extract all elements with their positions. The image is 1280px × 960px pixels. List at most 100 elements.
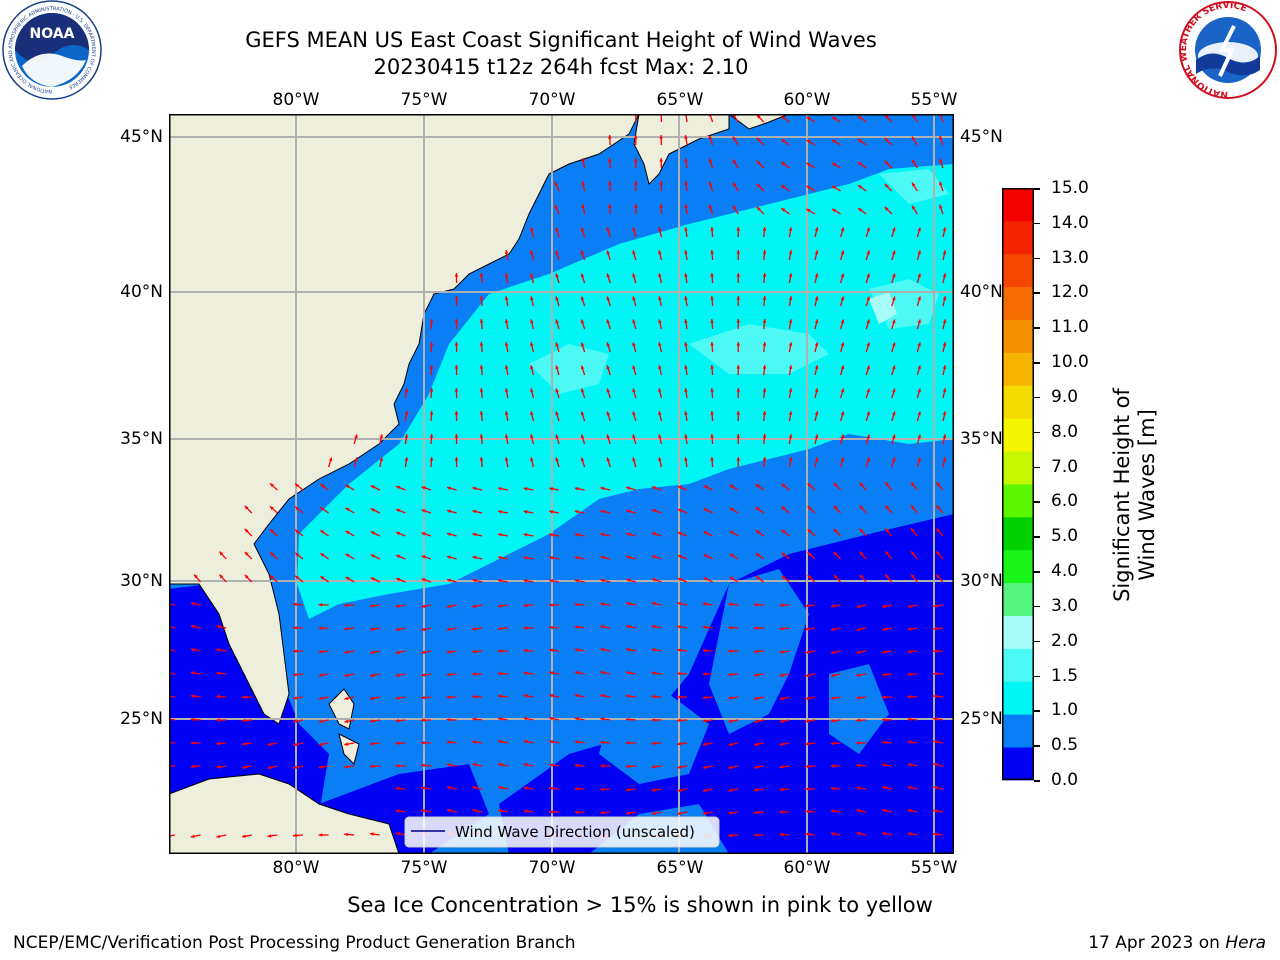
wave-direction-arrowhead xyxy=(753,626,758,630)
colorbar-tick-mark xyxy=(1034,222,1040,225)
wave-direction-arrowhead xyxy=(421,718,425,722)
wave-direction-arrowhead xyxy=(651,624,656,629)
wave-direction-arrowhead xyxy=(574,533,579,537)
wave-direction-arrowhead xyxy=(523,648,528,653)
wind-wave-arrows xyxy=(169,114,947,839)
wave-direction-arrowhead xyxy=(479,365,484,369)
wave-direction-arrowhead xyxy=(677,485,682,490)
wave-direction-arrowhead xyxy=(805,673,810,678)
map-panel: Wind Wave Direction (unscaled) xyxy=(169,114,954,854)
run-date: 17 Apr 2023 on Hera xyxy=(1088,933,1266,953)
wave-direction-arrowhead xyxy=(805,809,809,814)
wave-direction-arrowhead xyxy=(677,742,681,746)
wave-direction-arrowhead xyxy=(600,532,605,537)
colorbar-segment xyxy=(1002,549,1034,584)
wave-direction-arrowhead xyxy=(884,206,889,211)
colorbar-segment xyxy=(1002,418,1034,452)
wave-direction-arrowhead xyxy=(814,319,819,324)
wave-direction-arrowhead xyxy=(805,742,809,746)
wave-direction-arrowhead xyxy=(574,717,579,721)
wave-direction-arrowhead xyxy=(242,834,246,838)
colorbar-segment xyxy=(1002,648,1034,682)
wave-direction-arrowhead xyxy=(241,695,246,699)
wave-direction-arrowhead xyxy=(523,739,528,744)
wave-direction-arrowhead xyxy=(754,765,758,769)
wave-direction-arrowhead xyxy=(814,342,819,347)
wave-direction-arrowhead xyxy=(608,204,612,208)
colorbar-segment xyxy=(1002,747,1034,781)
wave-direction-arrowhead xyxy=(728,649,732,653)
wave-direction-arrowhead xyxy=(497,604,502,608)
run-date-text: 17 Apr 2023 on xyxy=(1088,933,1226,953)
wave-direction-arrowhead xyxy=(580,296,585,301)
wave-direction-arrowhead xyxy=(702,625,707,629)
colorbar-tick-label: 1.5 xyxy=(1051,665,1079,686)
colorbar-tick-mark xyxy=(1034,780,1040,782)
wave-direction-arrowhead xyxy=(651,671,656,675)
wave-direction-arrowhead xyxy=(911,528,915,533)
wave-direction-arrowhead xyxy=(472,509,477,514)
wave-direction-arrowhead xyxy=(504,296,509,300)
wave-direction-arrowhead xyxy=(318,765,323,769)
lat-label-left: 25°N xyxy=(120,709,163,729)
wave-direction-arrowhead xyxy=(395,673,400,677)
wave-direction-arrowhead xyxy=(241,742,246,746)
wave-direction-arrowhead xyxy=(354,457,358,462)
noaa-logo-text: NOAA xyxy=(30,26,75,42)
wave-direction-arrowhead xyxy=(779,787,784,792)
wave-direction-arrowhead xyxy=(626,509,631,513)
wave-direction-arrowhead xyxy=(574,740,579,744)
wave-direction-arrowhead xyxy=(370,577,375,581)
wave-direction-arrowhead xyxy=(939,181,943,186)
wave-direction-arrowhead xyxy=(369,741,374,746)
wave-direction-arrowhead xyxy=(472,555,477,560)
wave-direction-arrowhead xyxy=(917,319,921,324)
wave-direction-arrowhead xyxy=(658,457,662,462)
wave-direction-arrowhead xyxy=(504,388,509,392)
wave-direction-arrowhead xyxy=(677,648,681,652)
wave-direction-arrowhead xyxy=(807,529,812,533)
wave-direction-arrowhead xyxy=(295,506,300,511)
wave-direction-arrowhead xyxy=(549,810,553,814)
wave-direction-arrowhead xyxy=(454,319,459,323)
wave-direction-arrowhead xyxy=(370,554,375,558)
wave-direction-arrowhead xyxy=(504,319,509,323)
wave-direction-arrowhead xyxy=(497,671,502,676)
wave-direction-arrowhead xyxy=(882,786,886,790)
wave-direction-arrowhead xyxy=(892,457,896,462)
wave-direction-arrowhead xyxy=(606,342,610,347)
colorbar-segment xyxy=(1002,615,1034,649)
wave-direction-arrowhead xyxy=(472,578,477,583)
wave-direction-arrowhead xyxy=(651,601,656,606)
lat-label-left: 30°N xyxy=(120,571,163,591)
wave-direction-arrowhead xyxy=(884,183,889,188)
wave-direction-arrowhead xyxy=(814,250,819,255)
wave-direction-arrowhead xyxy=(702,788,707,793)
colorbar-segment xyxy=(1002,516,1034,551)
wave-direction-arrowhead xyxy=(530,434,534,439)
colorbar-tick-mark xyxy=(1034,466,1040,469)
wave-direction-arrowhead xyxy=(881,695,886,700)
wave-direction-arrowhead xyxy=(549,625,553,630)
wave-direction-arrowhead xyxy=(755,553,760,557)
wave-direction-arrowhead xyxy=(600,740,604,745)
wave-direction-arrowhead xyxy=(606,273,610,278)
wave-direction-arrowhead xyxy=(939,158,943,163)
wave-direction-arrowhead xyxy=(216,718,220,722)
wave-direction-arrowhead xyxy=(574,579,579,583)
wave-direction-arrowhead xyxy=(625,811,630,815)
wave-direction-arrowhead xyxy=(523,487,528,491)
wave-direction-arrowhead xyxy=(858,208,862,212)
wave-direction-arrowhead xyxy=(600,717,605,721)
chart-title: GEFS MEAN US East Coast Significant Heig… xyxy=(245,28,877,52)
colorbar-tick-mark xyxy=(1034,188,1040,190)
wave-direction-arrowhead xyxy=(754,696,758,700)
wave-direction-arrowhead xyxy=(753,810,758,815)
wave-direction-arrowhead xyxy=(677,811,682,816)
lon-label-bottom: 75°W xyxy=(400,858,448,878)
wave-direction-arrowhead xyxy=(884,114,889,119)
wave-direction-arrowhead xyxy=(190,671,195,675)
wave-direction-arrowhead xyxy=(907,695,911,699)
wave-direction-arrowhead xyxy=(658,342,662,347)
wave-direction-arrowhead xyxy=(632,342,636,347)
